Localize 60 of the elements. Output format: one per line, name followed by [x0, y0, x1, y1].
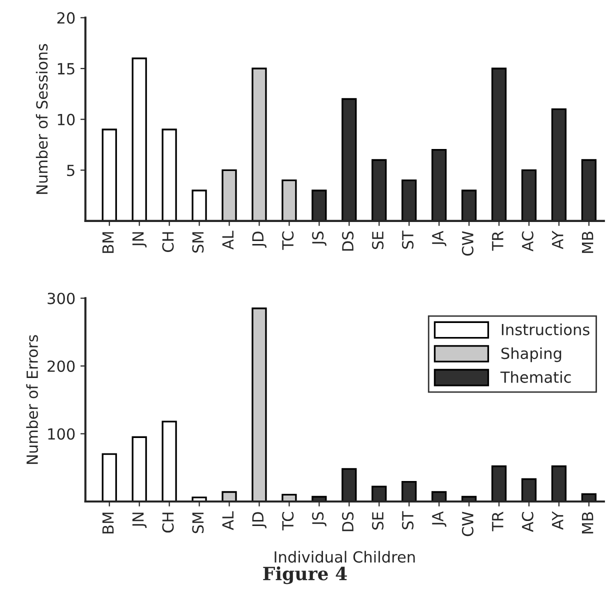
x-tick-label: TR — [492, 231, 504, 251]
y-tick-label: 5 — [67, 164, 74, 176]
bar — [252, 68, 267, 221]
x-tick-label: ST — [402, 230, 414, 249]
x-tick-label: DS — [342, 512, 354, 532]
legend-label: Thematic — [500, 371, 571, 383]
x-tick-label: AC — [522, 512, 534, 532]
x-tick-label: ST — [402, 511, 414, 530]
x-tick-label: AY — [552, 230, 564, 250]
x-tick-label: BM — [102, 232, 114, 253]
x-tick-label: SM — [192, 232, 204, 253]
bar — [102, 128, 117, 221]
y-tick-label: 15 — [58, 63, 74, 75]
x-tick-label: JS — [312, 232, 326, 246]
x-tick-label: MB — [582, 512, 594, 534]
x-tick-label: TR — [492, 512, 504, 532]
x-tick-label: JN — [132, 232, 147, 248]
x-tick-label: CH — [162, 512, 174, 533]
x-tick-label: SE — [372, 512, 384, 530]
legend-label: Instructions — [502, 324, 590, 336]
x-tick-label: AC — [522, 232, 534, 252]
caption: Figure 4 — [263, 566, 347, 584]
x-tick-label: TC — [282, 232, 294, 250]
y-axis-title: Number of Sessions — [36, 44, 48, 194]
x-tick-label: SM — [192, 512, 204, 534]
bar — [162, 420, 177, 502]
x-tick-label: DS — [342, 232, 354, 251]
bar — [162, 128, 177, 221]
bar — [132, 436, 147, 502]
bar — [192, 190, 207, 221]
y-tick-label: 300 — [48, 292, 75, 304]
y-tick-label: 100 — [48, 428, 75, 440]
bar — [102, 453, 117, 502]
y-tick-label: 20 — [57, 12, 75, 24]
bar — [222, 491, 237, 502]
x-tick-label: JD — [252, 232, 267, 248]
x-axis-title: Individual Children — [274, 550, 415, 563]
bar — [132, 58, 147, 221]
x-tick-label: JA — [432, 511, 446, 527]
x-tick-label: AY — [552, 511, 564, 530]
x-tick-label: CH — [162, 232, 174, 252]
y-tick-label: 10 — [58, 114, 75, 126]
x-tick-label: JN — [132, 512, 147, 528]
x-tick-label: CW — [462, 512, 474, 536]
x-tick-label: JS — [312, 512, 326, 526]
x-tick-label: AL — [222, 230, 234, 250]
x-tick-label: JD — [252, 512, 267, 528]
bar — [282, 179, 297, 221]
x-tick-label: AL — [222, 511, 234, 530]
x-tick-label: SE — [372, 232, 384, 250]
bar — [222, 169, 237, 221]
y-tick-label: 200 — [48, 360, 75, 372]
x-tick-label: BM — [102, 512, 114, 534]
x-tick-label: JA — [432, 230, 446, 246]
x-tick-label: TC — [282, 512, 294, 530]
legend-label: Shaping — [501, 347, 562, 362]
y-axis-title: Number of Errors — [26, 335, 38, 464]
bar — [252, 308, 267, 502]
x-tick-label: CW — [462, 231, 474, 256]
x-tick-label: MB — [582, 232, 594, 253]
